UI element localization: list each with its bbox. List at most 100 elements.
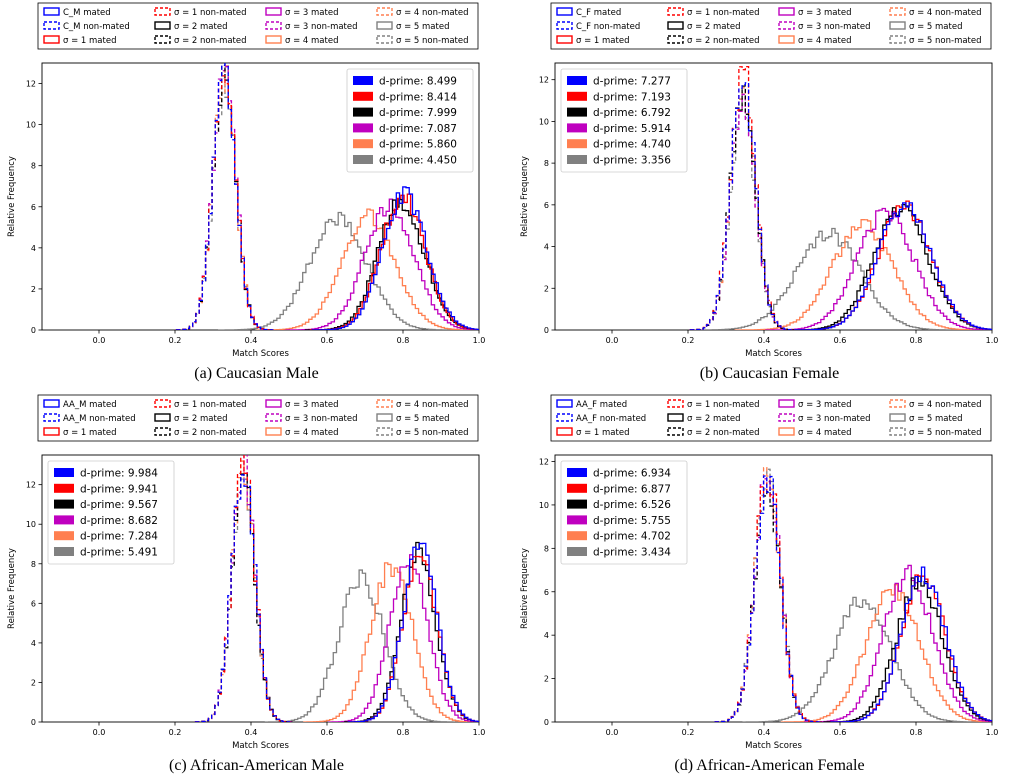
legend-label: C_M mated — [63, 8, 111, 18]
series-non-mated-1 — [714, 480, 822, 722]
legend-label: AA_M mated — [63, 400, 117, 410]
legend-swatch — [889, 413, 906, 422]
dprime-legend-entry: d-prime: 3.356 — [567, 155, 671, 167]
series-non-mated-0 — [714, 475, 822, 722]
y-tick-label: 0 — [544, 718, 549, 727]
legend-label: AA_F non-mated — [576, 414, 646, 424]
dprime-swatch — [567, 91, 587, 101]
legend-swatch — [556, 21, 573, 30]
legend-swatch — [376, 399, 393, 408]
y-tick-label: 0 — [31, 718, 36, 727]
legend-label: C_F non-mated — [576, 22, 640, 32]
dprime-label: d-prime: 6.526 — [593, 499, 671, 511]
x-tick-label: 0.8 — [910, 728, 923, 737]
top-legend-entry: σ = 3 non-mated — [265, 21, 358, 32]
top-legend-entry: σ = 5 non-mated — [889, 427, 982, 438]
y-tick-label: 4 — [544, 243, 549, 252]
legend-label: σ = 2 non-mated — [174, 36, 247, 46]
top-legend-entry: σ = 1 non-mated — [154, 7, 247, 18]
histogram-series-group — [194, 455, 479, 722]
x-tick-label: 0.4 — [245, 728, 258, 737]
y-tick-label: 2 — [544, 675, 549, 684]
dprime-legend-entry: d-prime: 7.277 — [567, 76, 671, 88]
x-tick-label: 0.4 — [245, 336, 258, 345]
series-mated-4 — [734, 219, 992, 330]
dprime-legend-entry: d-prime: 6.526 — [567, 499, 671, 511]
series-non-mated-4 — [194, 460, 293, 722]
y-tick-label: 8 — [31, 560, 36, 569]
series-non-mated-4 — [175, 65, 274, 330]
series-mated-1 — [347, 555, 479, 722]
legend-label: C_M non-mated — [63, 22, 130, 32]
x-tick-label: 1.0 — [986, 336, 999, 345]
legend-swatch — [376, 427, 393, 436]
top-legend-entry: σ = 2 non-mated — [154, 35, 247, 46]
legend-swatch — [778, 7, 795, 16]
top-legend: AA_M mated AA_M non-mated σ = 1 mated σ = 1… — [37, 394, 479, 442]
panel-caption: (b) Caucasian Female — [699, 365, 840, 382]
x-tick-label: 0.8 — [397, 336, 410, 345]
legend-label: σ = 4 non-mated — [909, 400, 982, 410]
series-non-mated-2 — [689, 85, 798, 330]
top-legend-entry: σ = 4 non-mated — [889, 7, 982, 18]
legend-label: C_F mated — [576, 8, 621, 18]
legend-label: σ = 3 non-mated — [798, 414, 871, 424]
y-tick-label: 12 — [26, 481, 36, 490]
legend-swatch — [778, 35, 795, 44]
y-tick-label: 12 — [26, 80, 36, 89]
series-non-mated-4 — [714, 467, 822, 722]
legend-swatch — [376, 413, 393, 422]
series-non-mated-5 — [714, 468, 822, 722]
legend-label: σ = 3 mated — [285, 400, 338, 410]
dprime-label: d-prime: 5.491 — [80, 547, 158, 559]
top-legend-entry: σ = 1 mated — [43, 427, 116, 438]
legend-swatch — [265, 35, 282, 44]
top-legend-entry: σ = 1 mated — [556, 35, 629, 46]
chart-panel-1: C_F mated C_F non-mated σ = 1 mated σ = 1 n… — [520, 2, 999, 359]
y-tick-label: 6 — [31, 599, 36, 608]
series-non-mated-5 — [689, 93, 798, 330]
top-legend-entry: AA_F non-mated — [556, 413, 646, 424]
dprime-legend-entry: d-prime: 8.499 — [353, 76, 457, 88]
series-mated-4 — [303, 562, 479, 722]
dprime-swatch — [54, 515, 74, 525]
top-legend-entry: σ = 4 mated — [265, 427, 338, 438]
dprime-legend-entry: d-prime: 8.682 — [54, 515, 158, 527]
x-tick-label: 0.2 — [169, 728, 182, 737]
legend-swatch — [667, 35, 684, 44]
top-legend-entry: σ = 3 mated — [265, 7, 338, 18]
top-legend: AA_F mated AA_F non-mated σ = 1 mated σ = 1… — [550, 394, 992, 442]
legend-label: σ = 5 mated — [909, 22, 962, 32]
legend-label: σ = 1 non-mated — [687, 8, 760, 18]
legend-swatch — [667, 413, 684, 422]
series-non-mated-5 — [194, 478, 293, 722]
x-tick-label: 0.4 — [758, 728, 771, 737]
legend-label: σ = 1 non-mated — [687, 400, 760, 410]
y-tick-label: 6 — [544, 201, 549, 210]
top-legend-entry: C_F non-mated — [556, 21, 640, 32]
legend-label: σ = 5 mated — [909, 414, 962, 424]
x-tick-label: 0.4 — [758, 336, 771, 345]
legend-label: σ = 2 non-mated — [687, 36, 760, 46]
dprime-legend-entry: d-prime: 8.414 — [353, 91, 457, 103]
top-legend-entry: C_F mated — [556, 7, 621, 18]
series-mated-0 — [792, 202, 992, 330]
legend-swatch — [667, 427, 684, 436]
series-non-mated-1 — [689, 65, 798, 330]
top-legend: C_F mated C_F non-mated σ = 1 mated σ = 1 n… — [550, 2, 992, 50]
legend-swatch — [43, 21, 60, 30]
legend-swatch — [778, 413, 795, 422]
dprime-label: d-prime: 8.682 — [80, 515, 158, 527]
x-tick-label: 0.0 — [93, 728, 106, 737]
dprime-swatch — [353, 76, 373, 85]
legend-swatch — [376, 35, 393, 44]
dprime-label: d-prime: 8.499 — [379, 76, 457, 88]
legend-swatch — [889, 21, 906, 30]
x-axis-label: Match Scores — [745, 741, 802, 751]
legend-label: σ = 3 non-mated — [285, 22, 358, 32]
dprime-legend: d-prime: 8.499 d-prime: 8.414 d-prime: 7.9… — [346, 68, 474, 173]
dprime-legend-entry: d-prime: 4.450 — [353, 155, 457, 167]
legend-swatch — [376, 7, 393, 16]
legend-swatch — [265, 399, 282, 408]
panel-caption: (d) African-American Female — [674, 757, 865, 774]
